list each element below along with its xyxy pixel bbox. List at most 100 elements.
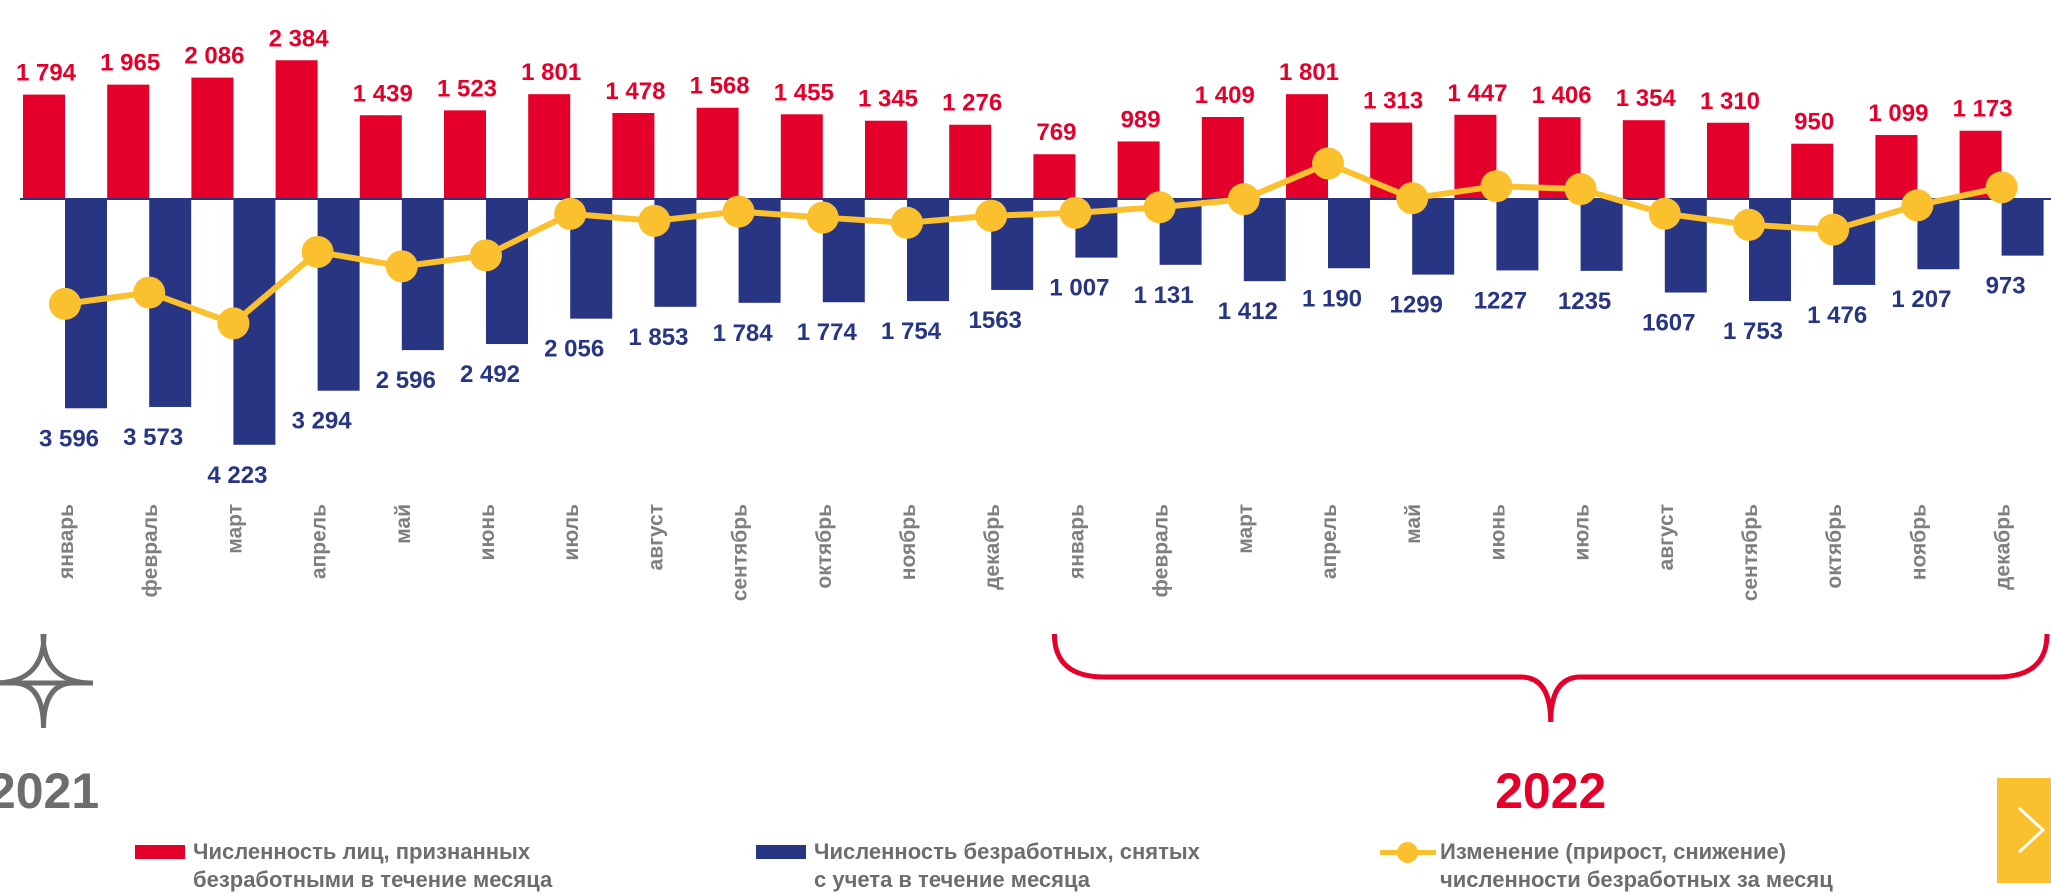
x-tick-label: апрель [1318,504,1341,579]
year-label: 2021 [0,763,99,819]
data-label: 1227 [1474,287,1527,314]
data-label: 1 409 [1195,82,1255,109]
data-label: 1 568 [690,73,750,100]
data-label: 1 406 [1532,82,1592,109]
bar [780,114,823,199]
x-tick-label: январь [55,504,78,580]
line-marker [133,276,166,309]
data-label: 1 774 [797,319,858,346]
line-marker [806,201,839,234]
bar [359,115,402,199]
line-marker [1817,213,1850,246]
line-marker [49,287,81,320]
data-label: 4 223 [207,462,267,489]
data-label: 1607 [1642,310,1695,337]
data-label: 1 447 [1447,80,1507,107]
data-label: 1 753 [1723,318,1783,345]
data-label: 973 [1986,273,2026,300]
data-label: 1235 [1558,288,1611,315]
data-label: 769 [1036,119,1076,146]
legend-swatch [1380,838,1436,866]
data-label: 1 754 [881,318,942,345]
line-marker [385,250,418,283]
bar [1286,94,1328,199]
year-brace [1051,633,2050,723]
data-label: 1 478 [605,78,665,105]
bar [1791,143,1834,199]
data-label: 2 596 [376,367,436,394]
data-label: 1 412 [1218,298,1278,325]
data-label: 1 354 [1616,85,1677,112]
data-label: 1299 [1390,292,1443,319]
data-label: 2 086 [184,43,244,70]
bar [2001,199,2044,256]
data-label: 1 190 [1302,285,1362,312]
data-label: 1 523 [437,75,497,102]
data-label: 1 345 [858,86,918,113]
x-tick-label: май [1402,504,1425,544]
bar [1033,154,1076,199]
x-tick-label: август [644,504,667,570]
line-marker [638,204,671,237]
x-tick-label: октябрь [1823,504,1846,589]
x-tick-label: август [1655,504,1678,570]
legend-item: Изменение (прирост, снижение) численност… [1380,838,1910,894]
bar [23,94,65,199]
bar [1328,199,1370,269]
bar [612,112,655,199]
data-label: 3 596 [39,425,99,452]
x-tick-label: июнь [476,504,499,561]
data-label: 2 384 [269,25,330,52]
legend-item: Численность безработных, снятых с учета … [756,838,1214,894]
data-label: 1 173 [1953,96,2013,123]
line-marker [1648,197,1681,230]
legend-label: Изменение (прирост, снижение) численност… [1440,839,1833,892]
line-marker [217,307,250,340]
legend-swatch [135,845,185,859]
line-marker [301,235,334,268]
data-label: 1 476 [1807,302,1867,329]
line-marker [554,197,587,230]
line-marker [1564,173,1597,206]
line-marker [470,239,502,272]
x-tick-label: март [223,504,246,554]
data-label: 1 965 [100,50,160,77]
bar [696,107,739,199]
bar [317,199,360,391]
data-label: 1 801 [1279,59,1339,86]
bar [1875,135,1918,199]
next-button[interactable] [1997,778,2051,883]
x-tick-label: октябрь [813,504,836,589]
x-tick-label: декабрь [1992,504,2015,590]
bar [444,110,486,199]
next-icon [2017,806,2046,854]
data-label: 1 853 [628,324,688,351]
x-tick-label: ноябрь [1907,504,1930,580]
data-label: 1 099 [1868,100,1928,127]
line-marker [975,199,1008,232]
data-label: 1563 [969,307,1022,334]
x-tick-label: ноябрь [897,504,920,580]
data-label: 3 573 [123,424,183,451]
bar [486,199,528,345]
bar [1580,199,1623,271]
bar [1622,120,1665,199]
data-label: 2 056 [544,336,604,363]
bar [275,60,318,199]
legend-label: Численность лиц, признанных безработными… [193,839,553,892]
data-label: 1 310 [1700,88,1760,115]
bar [865,120,907,199]
data-label: 1 207 [1891,286,1951,313]
legend-label: Численность безработных, снятых с учета … [814,839,1200,892]
data-label: 950 [1794,109,1834,136]
x-tick-label: июнь [1486,504,1509,561]
line-marker [1985,171,2018,204]
data-label: 1 794 [16,60,77,87]
data-label: 1 439 [353,80,413,107]
line-marker [1396,182,1429,215]
data-label: 1 276 [942,90,1002,117]
bar [1707,122,1749,199]
legend-item: Численность лиц, признанных безработными… [135,838,633,894]
x-tick-label: май [392,504,415,544]
